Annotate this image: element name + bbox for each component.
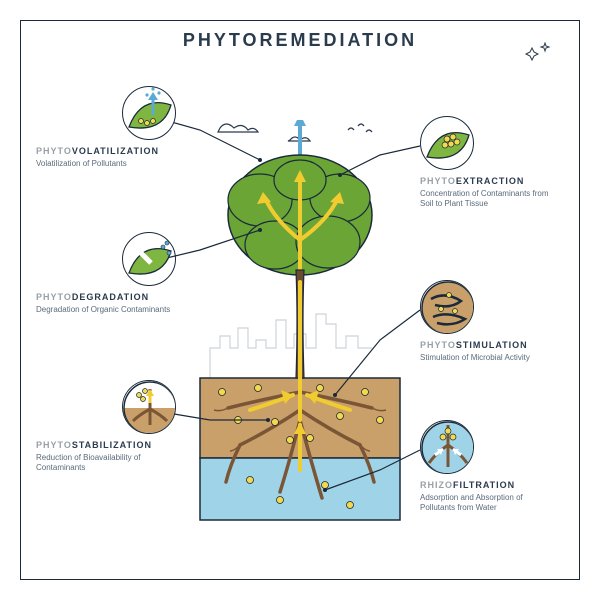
item-degradation: PHYTODEGRADATION Degradation of Organic …: [36, 232, 176, 315]
leaf-cluster-icon: [420, 116, 474, 170]
microbe-icon: [420, 280, 474, 334]
item-label: PHYTOSTIMULATION: [420, 340, 560, 351]
item-desc: Adsorption and Absorption of Pollutants …: [420, 493, 560, 514]
tree-diagram: [180, 120, 420, 530]
item-label: PHYTOSTABILIZATION: [36, 440, 176, 451]
item-label: PHYTOVOLATILIZATION: [36, 146, 176, 157]
item-label: RHIZOFILTRATION: [420, 480, 560, 491]
item-extraction: PHYTOEXTRACTION Concentration of Contami…: [420, 116, 560, 210]
item-desc: Stimulation of Microbial Activity: [420, 353, 560, 363]
item-desc: Degradation of Organic Contaminants: [36, 305, 176, 315]
root-stab-icon: [122, 380, 176, 434]
item-volatilization: PHYTOVOLATILIZATION Volatilization of Po…: [36, 86, 176, 169]
root-water-icon: [420, 420, 474, 474]
page-title: PHYTOREMEDIATION: [0, 30, 600, 51]
item-label: PHYTOEXTRACTION: [420, 176, 560, 187]
item-rhizofiltration: RHIZOFILTRATION Adsorption and Absorptio…: [420, 420, 560, 514]
item-label: PHYTODEGRADATION: [36, 292, 176, 303]
leaf-break-icon: [122, 232, 176, 286]
leaf-up-icon: [122, 86, 176, 140]
item-stimulation: PHYTOSTIMULATION Stimulation of Microbia…: [420, 280, 560, 363]
item-stabilization: PHYTOSTABILIZATION Reduction of Bioavail…: [36, 380, 176, 474]
item-desc: Concentration of Contaminants from Soil …: [420, 189, 560, 210]
item-desc: Reduction of Bioavailability of Contamin…: [36, 453, 176, 474]
sparkle-icon: [524, 42, 552, 64]
item-desc: Volatilization of Pollutants: [36, 159, 176, 169]
